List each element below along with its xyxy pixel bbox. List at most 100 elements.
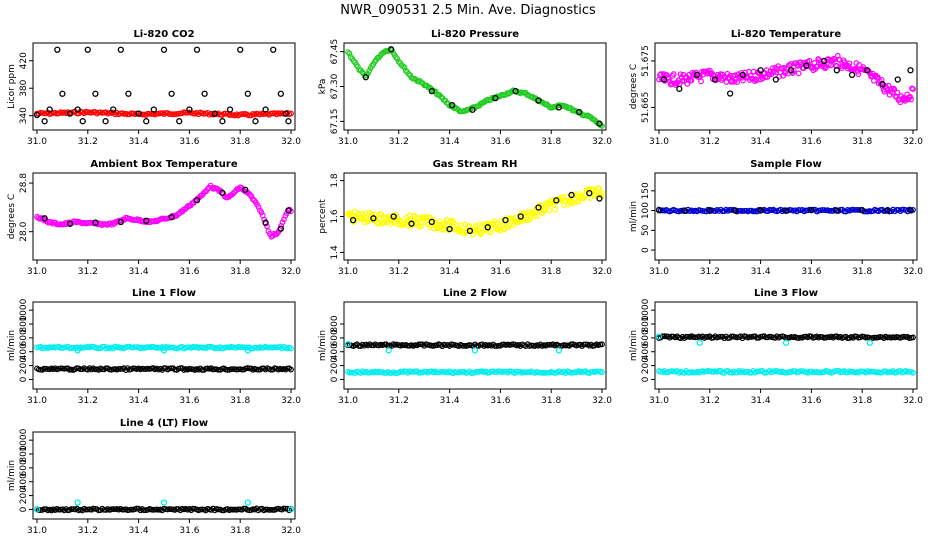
data-point bbox=[732, 207, 739, 214]
data-point bbox=[74, 347, 81, 354]
data-point bbox=[143, 217, 150, 224]
data-point bbox=[907, 67, 914, 74]
panel-title: Ambient Box Temperature bbox=[90, 159, 237, 170]
data-point bbox=[54, 46, 61, 53]
data-point bbox=[285, 207, 292, 214]
data-point bbox=[362, 74, 369, 81]
data-point bbox=[879, 81, 886, 88]
data-point bbox=[350, 58, 357, 64]
x-tick-label: 32.0 bbox=[592, 396, 612, 406]
data-point bbox=[711, 76, 719, 83]
plot-frame bbox=[32, 42, 296, 131]
data-point bbox=[219, 189, 226, 196]
panel-title: Li-820 CO2 bbox=[133, 29, 194, 40]
x-tick-label: 31.2 bbox=[78, 526, 98, 536]
data-point bbox=[92, 219, 99, 226]
data-point bbox=[596, 120, 603, 127]
data-point bbox=[74, 499, 81, 506]
data-point bbox=[244, 90, 251, 97]
data-point bbox=[885, 82, 892, 89]
data-point bbox=[166, 344, 173, 351]
data-point bbox=[696, 339, 703, 346]
data-point bbox=[461, 342, 468, 349]
y-tick-label: 200 bbox=[641, 357, 651, 374]
data-point bbox=[345, 49, 351, 56]
data-point bbox=[288, 345, 294, 352]
x-tick-label: 31.6 bbox=[179, 137, 199, 147]
x-tick-label: 32.0 bbox=[281, 396, 301, 406]
data-point bbox=[245, 190, 252, 197]
y-tick-label: 200 bbox=[19, 487, 29, 504]
panel-2: Li-820 Pressure 31.0 31.2 31.4 31.6 31.8 32.0 6… bbox=[318, 29, 612, 147]
data-point bbox=[33, 506, 41, 513]
data-point bbox=[806, 57, 813, 64]
x-tick-label: 31.8 bbox=[541, 396, 561, 406]
data-point bbox=[599, 369, 605, 376]
data-point bbox=[134, 216, 141, 223]
x-tick-label: 31.2 bbox=[78, 267, 98, 277]
x-tick-label: 31.6 bbox=[490, 137, 510, 147]
data-point bbox=[448, 101, 456, 109]
x-tick-label: 31.8 bbox=[852, 396, 872, 406]
data-point bbox=[141, 507, 147, 514]
data-point bbox=[910, 369, 916, 376]
data-point bbox=[349, 216, 357, 224]
data-point bbox=[242, 186, 249, 193]
data-point bbox=[808, 207, 815, 214]
panel-title: Li-820 Pressure bbox=[431, 29, 519, 40]
data-point bbox=[262, 106, 269, 113]
data-point bbox=[441, 222, 448, 229]
y-tick-label: 340 bbox=[19, 107, 29, 124]
y-tick-label: 67.15 bbox=[330, 108, 340, 134]
panel-title: Line 3 Flow bbox=[754, 288, 818, 299]
data-point bbox=[596, 195, 603, 202]
data-point bbox=[362, 210, 369, 217]
data-point bbox=[394, 55, 401, 62]
x-tick-label: 31.4 bbox=[440, 267, 460, 277]
data-point bbox=[891, 86, 898, 93]
data-point bbox=[46, 106, 53, 113]
data-point bbox=[575, 108, 583, 116]
y-tick-label: 0 bbox=[19, 506, 29, 512]
data-point bbox=[390, 213, 397, 220]
data-point bbox=[228, 112, 235, 118]
data-point bbox=[566, 199, 573, 205]
panel-10: Line 4 (LT) Flow 31.0 31.2 31.4 31.6 31.8 32.0… bbox=[7, 418, 301, 536]
data-point bbox=[739, 71, 746, 79]
panel-title: Gas Stream RH bbox=[433, 159, 518, 170]
x-tick-label: 31.6 bbox=[179, 267, 199, 277]
data-point bbox=[698, 78, 704, 85]
panel-title: Line 1 Flow bbox=[132, 288, 196, 299]
data-point bbox=[761, 369, 768, 376]
data-point bbox=[894, 89, 901, 96]
x-tick-label: 31.6 bbox=[801, 137, 821, 147]
data-point bbox=[135, 110, 142, 117]
y-tick-label: 200 bbox=[330, 357, 340, 374]
data-point bbox=[266, 506, 273, 513]
x-tick-label: 31.4 bbox=[751, 396, 771, 406]
figure-title: NWR_090531 2.5 Min. Ave. Diagnostics bbox=[340, 3, 596, 18]
data-point bbox=[237, 46, 244, 53]
data-point bbox=[790, 67, 797, 74]
data-point bbox=[655, 333, 663, 340]
data-point bbox=[512, 87, 519, 95]
data-point bbox=[676, 85, 683, 92]
y-tick-label: 1.4 bbox=[330, 245, 340, 260]
x-tick-label: 31.2 bbox=[700, 267, 720, 277]
data-point bbox=[589, 186, 596, 193]
data-point bbox=[471, 347, 479, 354]
y-tick-label: 400 bbox=[330, 343, 340, 360]
panel-3: Li-820 Temperature 31.0 31.2 31.4 31.6 31.8 32… bbox=[629, 29, 923, 147]
y-tick-label: 67.45 bbox=[330, 39, 340, 65]
data-point bbox=[884, 207, 891, 214]
data-point bbox=[215, 366, 222, 373]
data-point bbox=[182, 206, 189, 213]
data-point bbox=[492, 343, 498, 349]
data-point bbox=[795, 70, 802, 77]
data-point bbox=[428, 87, 435, 95]
panel-1: Li-820 CO2 31.0 31.2 31.4 31.6 31.8 32.0 340 380… bbox=[7, 29, 301, 147]
data-point bbox=[773, 69, 780, 76]
x-tick-label: 31.0 bbox=[338, 396, 358, 406]
data-point bbox=[803, 62, 810, 69]
